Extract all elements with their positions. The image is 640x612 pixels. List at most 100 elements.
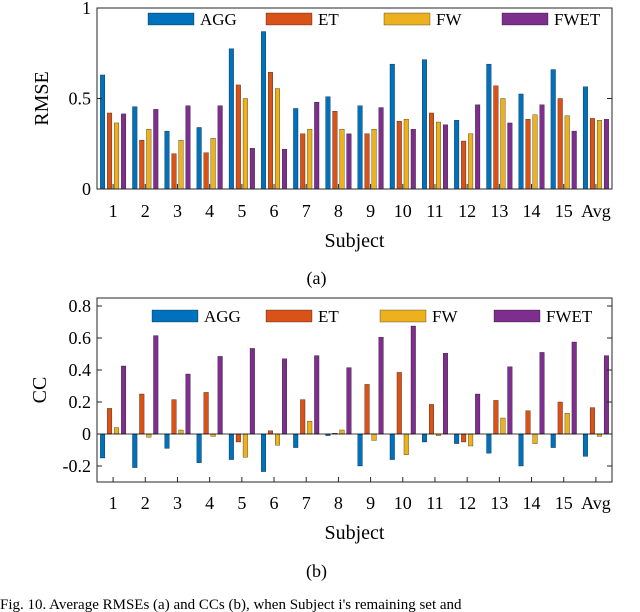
bar-fwet-4 <box>217 356 223 435</box>
bar-et-14 <box>525 410 531 435</box>
bar-et-11 <box>429 404 434 435</box>
legend-label-agg: AGG <box>200 10 237 29</box>
bar-agg-7 <box>293 433 299 448</box>
bar-agg-1 <box>100 74 106 190</box>
bar-agg-6 <box>261 31 266 190</box>
bar-agg-10 <box>389 433 395 460</box>
series-et <box>107 72 595 190</box>
bar-fw-15 <box>564 115 570 190</box>
bar-fw-9 <box>371 129 377 190</box>
bar-et-2 <box>139 139 145 190</box>
x-tick-label-4: 4 <box>205 201 214 221</box>
bar-agg-5 <box>228 48 234 190</box>
bar-fw-10 <box>403 433 409 455</box>
bar-fwet-avg <box>603 119 609 190</box>
bar-et-7 <box>300 133 306 190</box>
bar-fw-avg <box>596 120 602 190</box>
bar-fw-12 <box>468 133 474 190</box>
y-tick-label: 0.8 <box>69 296 92 316</box>
bar-et-12 <box>461 433 467 443</box>
bar-agg-1 <box>100 433 106 459</box>
legend-label-fw: FW <box>436 10 462 29</box>
bar-fwet-10 <box>410 129 416 190</box>
bar-fwet-1 <box>121 113 127 190</box>
bar-fw-1 <box>114 427 120 435</box>
bar-agg-avg <box>582 86 588 190</box>
y-axis-label: RMSE <box>31 71 53 125</box>
series-agg <box>100 433 588 472</box>
y-tick-label: 0.2 <box>69 392 92 412</box>
x-tick-label-14: 14 <box>523 493 541 513</box>
bar-fwet-14 <box>539 104 545 190</box>
bar-agg-10 <box>389 63 395 190</box>
bar-fw-12 <box>468 433 474 447</box>
legend-key-agg <box>147 12 195 26</box>
bar-et-5 <box>235 433 241 443</box>
bar-agg-4 <box>196 127 202 190</box>
bar-fw-1 <box>114 122 120 190</box>
bar-fwet-2 <box>153 335 159 435</box>
bar-agg-7 <box>293 108 299 190</box>
bar-fw-8 <box>339 129 345 190</box>
bar-fwet-3 <box>185 373 191 435</box>
bar-et-avg <box>589 118 595 190</box>
y-tick-label: 0 <box>82 424 91 444</box>
bar-agg-13 <box>486 63 492 190</box>
bar-fw-10 <box>403 119 409 190</box>
bar-agg-15 <box>550 433 556 448</box>
bar-et-4 <box>203 392 209 435</box>
bar-et-3 <box>171 399 177 435</box>
y-tick-label: 0.4 <box>69 360 92 380</box>
bar-agg-2 <box>132 106 138 190</box>
bar-fw-3 <box>178 139 184 190</box>
x-tick-label-1: 1 <box>109 201 118 221</box>
panel-label: (a) <box>307 268 327 289</box>
bar-fwet-12 <box>475 393 481 435</box>
bar-fw-7 <box>307 129 313 190</box>
x-tick-label-2: 2 <box>141 493 150 513</box>
x-tick-label-15: 15 <box>555 201 573 221</box>
bar-et-12 <box>461 140 467 190</box>
bar-agg-2 <box>132 433 138 468</box>
x-tick-label-9: 9 <box>366 493 375 513</box>
bar-agg-14 <box>518 93 524 190</box>
axes-box <box>96 297 613 483</box>
legend-key-fwet <box>501 12 549 26</box>
x-tick-label-11: 11 <box>426 201 443 221</box>
x-tick-label-5: 5 <box>237 201 246 221</box>
bar-fwet-13 <box>507 122 513 190</box>
bar-agg-3 <box>164 130 170 190</box>
x-tick-label-10: 10 <box>394 493 412 513</box>
bar-et-5 <box>235 84 241 190</box>
bar-agg-12 <box>454 120 460 190</box>
bar-et-6 <box>268 430 273 435</box>
bar-et-15 <box>557 98 563 190</box>
bar-agg-9 <box>357 433 363 467</box>
bar-agg-avg <box>582 433 588 457</box>
bar-fw-13 <box>500 417 506 435</box>
bar-fwet-5 <box>249 348 255 435</box>
bar-fwet-2 <box>153 109 159 190</box>
bar-fwet-14 <box>539 352 545 435</box>
bar-et-11 <box>429 112 434 190</box>
x-tick-label-12: 12 <box>458 493 476 513</box>
x-axis-label: Subject <box>325 522 385 544</box>
bar-fwet-6 <box>282 149 287 190</box>
legend-key-fwet <box>493 309 541 323</box>
y-axis-label: CC <box>29 377 51 404</box>
bar-agg-12 <box>454 433 460 444</box>
series-fwet <box>121 325 609 435</box>
x-tick-label-7: 7 <box>302 201 311 221</box>
x-tick-label-15: 15 <box>555 493 573 513</box>
bar-fwet-11 <box>443 353 448 435</box>
bar-fwet-4 <box>217 105 223 190</box>
legend-label-fw: FW <box>432 307 458 326</box>
bar-et-2 <box>139 393 145 435</box>
bar-fwet-15 <box>571 341 577 435</box>
bar-fwet-9 <box>378 107 384 190</box>
bar-fwet-8 <box>346 133 352 190</box>
bar-et-10 <box>396 372 402 435</box>
bar-et-15 <box>557 401 563 435</box>
bar-fwet-12 <box>475 104 481 190</box>
